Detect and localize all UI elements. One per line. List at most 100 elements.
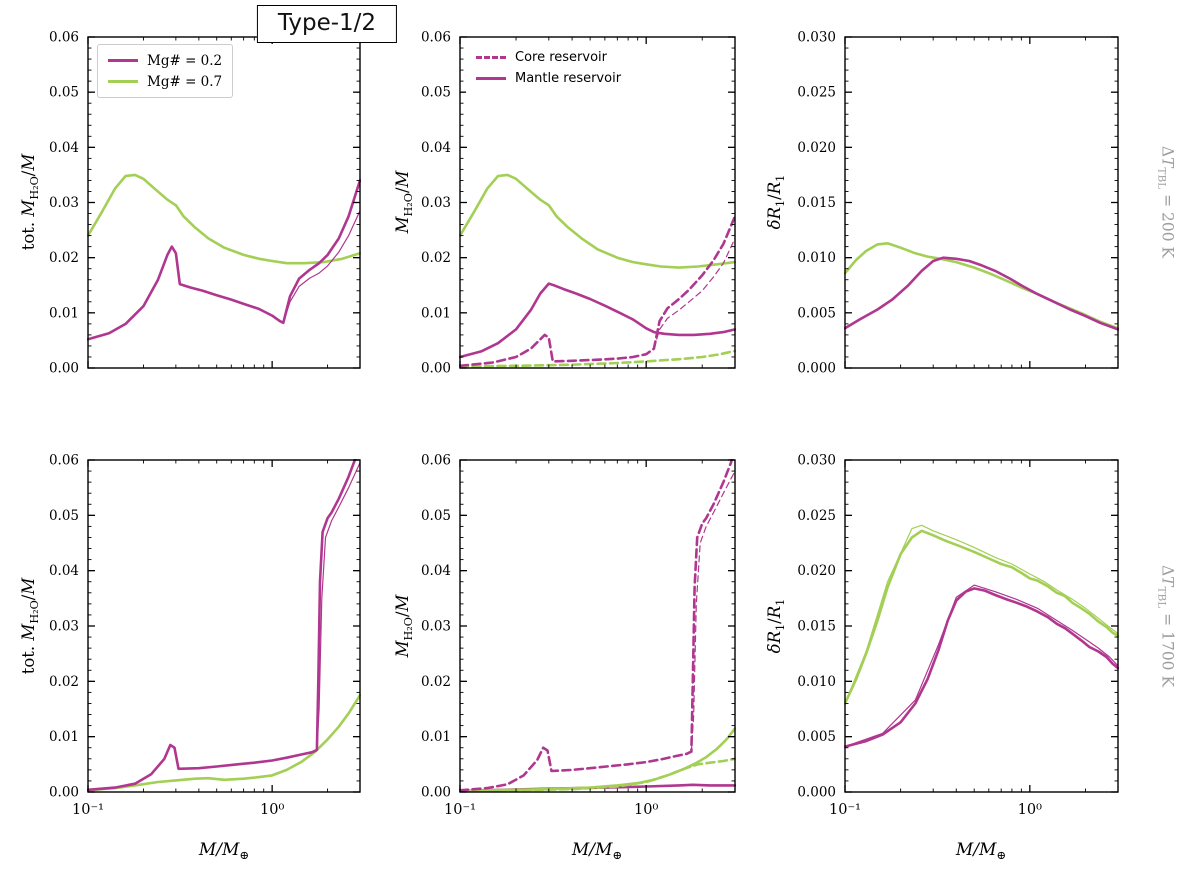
y-tick-label: 0.04 (49, 563, 79, 579)
y-tick-label: 0.04 (421, 140, 451, 156)
y-tick-label: 0.02 (421, 674, 451, 690)
panel-top-right (844, 242, 1119, 331)
x-tick-label: 10⁻¹ (829, 802, 861, 818)
legend-label-mg02: Mg# = 0.2 (147, 52, 223, 69)
y-tick-label: 0.05 (421, 85, 451, 101)
panel-top-middle (459, 173, 736, 368)
ylabel-total-water-bottom: tot. MH₂O/M (19, 577, 41, 675)
series-mg02-total (87, 459, 357, 792)
series-mg07-mantle (459, 727, 736, 793)
y-tick-label: 0.06 (421, 30, 451, 46)
y-tick-label: 0.015 (797, 619, 836, 635)
x-tick-label: 10⁰ (260, 802, 284, 818)
ylabel-radius-top: δR1/R1 (765, 174, 787, 230)
xlabel-right: M/M⊕ (955, 839, 1007, 863)
series-mg02-dr-thin (844, 584, 1119, 748)
y-tick-label: 0.03 (421, 619, 451, 635)
ticks-bottom-left (87, 459, 361, 793)
series-mg07-total (87, 693, 361, 792)
series-mg07-total (87, 173, 361, 265)
y-tick-label: 0.01 (421, 729, 451, 745)
y-tick-label: 0.03 (49, 619, 79, 635)
legend-reservoir: Core reservoir Mantle reservoir (466, 42, 632, 94)
y-tick-label: 0.05 (49, 508, 79, 524)
series-mg02-core (459, 459, 734, 792)
y-tick-label: 0.04 (421, 563, 451, 579)
y-tick-label: 0.015 (797, 195, 836, 211)
y-tick-label: 0.01 (49, 729, 79, 745)
x-tick-label: 10⁰ (634, 802, 658, 818)
ticks-bottom-right (844, 459, 1119, 793)
figure-title: Type-1/2 (256, 5, 398, 43)
y-tick-label: 0.000 (797, 785, 836, 801)
panel-bottom-middle (459, 459, 736, 793)
y-tick-label: 0.06 (49, 453, 79, 469)
series-mg07-mantle (459, 173, 736, 269)
xlabel-left: M/M⊕ (198, 839, 250, 863)
ylabel-radius-bottom: δR1/R1 (765, 598, 787, 654)
y-tick-label: 0.020 (797, 140, 836, 156)
legend-item-core: Core reservoir (476, 47, 621, 68)
row-label-dt1700: ΔTTBL = 1700 K (1155, 564, 1177, 688)
ylabel-total-water-top: tot. MH₂O/M (19, 153, 41, 251)
y-tick-label: 0.010 (797, 674, 836, 690)
series-mg02-dr (844, 587, 1119, 748)
y-tick-label: 0.06 (421, 453, 451, 469)
series-mg02-total-thin (316, 462, 361, 751)
y-tick-label: 0.000 (797, 361, 836, 377)
legend-item-mantle: Mantle reservoir (476, 68, 621, 89)
series-mg02-total-thin (282, 210, 361, 324)
row-label-dt200: ΔTTBL = 200 K (1155, 145, 1177, 259)
ylabel-water-top: MH₂O/M (393, 170, 415, 234)
y-tick-label: 0.01 (49, 305, 79, 321)
panel-top-left (87, 173, 361, 341)
legend-label-mg07: Mg# = 0.7 (147, 73, 223, 90)
legend-line-core-icon (476, 56, 506, 59)
y-tick-label: 0.00 (49, 361, 79, 377)
y-tick-label: 0.030 (797, 30, 836, 46)
legend-item-mg07: Mg# = 0.7 (108, 71, 222, 92)
y-tick-label: 0.010 (797, 250, 836, 266)
series-mg02-core-thin (690, 470, 736, 753)
y-tick-label: 0.00 (421, 361, 451, 377)
series-mg07-dr (844, 242, 1119, 330)
axes-frame-top-right (844, 36, 1119, 369)
panel-bottom-left (87, 459, 361, 792)
series-mg07-dr (844, 529, 1119, 705)
ticks-top-right (844, 36, 1119, 369)
legend-item-mg02: Mg# = 0.2 (108, 50, 222, 71)
y-tick-label: 0.06 (49, 30, 79, 46)
x-tick-label: 10⁻¹ (444, 802, 476, 818)
y-tick-label: 0.00 (49, 785, 79, 801)
y-tick-label: 0.025 (797, 85, 836, 101)
x-tick-label: 10⁰ (1018, 802, 1042, 818)
series-mg02-dr (844, 256, 1119, 331)
series-mg02-core (459, 215, 736, 368)
series-mg02-core-thin (653, 237, 736, 350)
axes-frame-bottom-right (844, 459, 1119, 793)
legend-line-mantle-icon (476, 77, 506, 80)
y-tick-label: 0.05 (49, 85, 79, 101)
y-tick-label: 0.02 (421, 250, 451, 266)
y-tick-label: 0.02 (49, 674, 79, 690)
series-mg02-total (87, 179, 361, 341)
ticks-top-middle (459, 36, 736, 369)
y-tick-label: 0.030 (797, 453, 836, 469)
series-mg02-mantle (459, 282, 736, 359)
ticks-bottom-middle (459, 459, 736, 793)
y-tick-label: 0.005 (797, 729, 836, 745)
legend-line-mg02-icon (108, 59, 138, 62)
legend-label-core: Core reservoir (515, 50, 607, 65)
y-tick-label: 0.025 (797, 508, 836, 524)
y-tick-label: 0.04 (49, 140, 79, 156)
y-tick-label: 0.05 (421, 508, 451, 524)
y-tick-label: 0.03 (421, 195, 451, 211)
y-tick-label: 0.00 (421, 785, 451, 801)
series-mg07-core (459, 757, 736, 793)
legend-mg: Mg# = 0.2 Mg# = 0.7 (97, 44, 234, 98)
y-tick-label: 0.03 (49, 195, 79, 211)
y-tick-label: 0.02 (49, 250, 79, 266)
xlabel-middle: M/M⊕ (571, 839, 623, 863)
